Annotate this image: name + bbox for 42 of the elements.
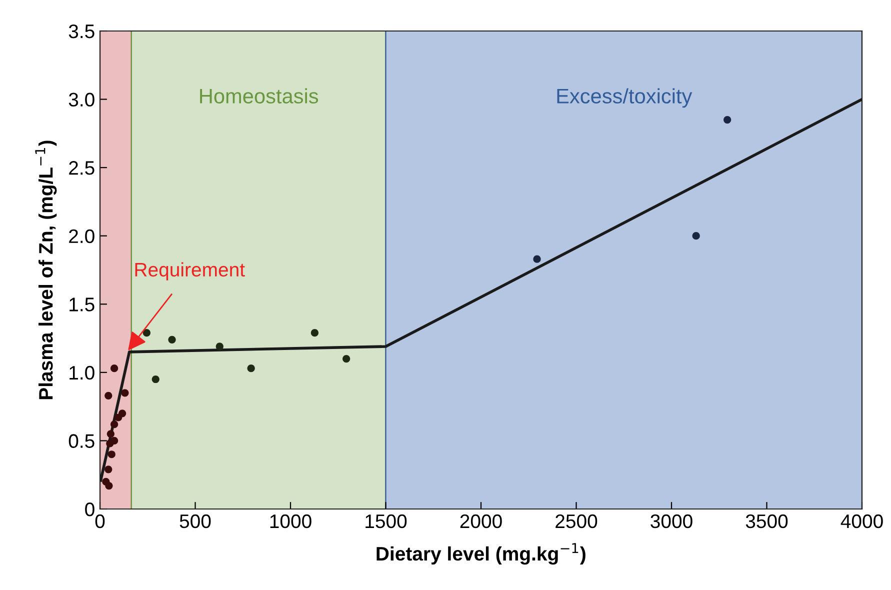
point	[104, 466, 112, 474]
y-tick-label: 3.0	[68, 92, 94, 107]
point	[247, 364, 255, 372]
x-tick-label: 0	[95, 514, 105, 528]
x-tick-label: 3000	[650, 514, 692, 528]
y-tick-label: 1.5	[70, 298, 94, 312]
y-axis-title: Plasma level of Zn, (mg/L$^{−1}$)	[35, 140, 57, 400]
x-tick-label: 3500	[746, 514, 788, 528]
point	[310, 329, 318, 337]
point	[342, 354, 350, 363]
point	[692, 232, 700, 240]
point	[110, 420, 118, 428]
point	[106, 430, 114, 438]
point	[533, 255, 541, 263]
annotation: Requirement	[135, 262, 245, 280]
x-tick-label: 4000	[840, 514, 883, 528]
point	[118, 410, 126, 418]
point	[104, 392, 112, 400]
point	[142, 329, 150, 337]
point	[216, 342, 224, 350]
x-tick-label: 2500	[556, 514, 598, 528]
point	[121, 389, 129, 397]
y-tick-label: 3.5	[68, 24, 94, 38]
x-tick-label: 1000	[270, 514, 312, 528]
y-tick-label: 2.5	[69, 161, 94, 175]
x-tick-label: 500	[180, 514, 211, 528]
x-axis-title: Dietary level (mg.kg$^{−1}$)	[376, 543, 586, 565]
point	[110, 364, 118, 372]
y-tick-label: 2.0	[69, 229, 94, 244]
y-tick-label: 0	[85, 502, 94, 516]
point	[108, 450, 116, 458]
point	[724, 116, 732, 124]
x-tick-label: 1500	[366, 514, 407, 528]
point	[110, 436, 118, 445]
band-label: Homeostasis	[200, 88, 318, 104]
band-label: Excess/toxicity	[557, 88, 692, 108]
y-tick-label: 0.5	[68, 434, 94, 448]
point	[105, 482, 113, 490]
point	[168, 336, 176, 344]
y-tick-label: 1.0	[70, 366, 94, 380]
point	[152, 375, 160, 384]
x-tick-label: 2000	[460, 514, 502, 528]
